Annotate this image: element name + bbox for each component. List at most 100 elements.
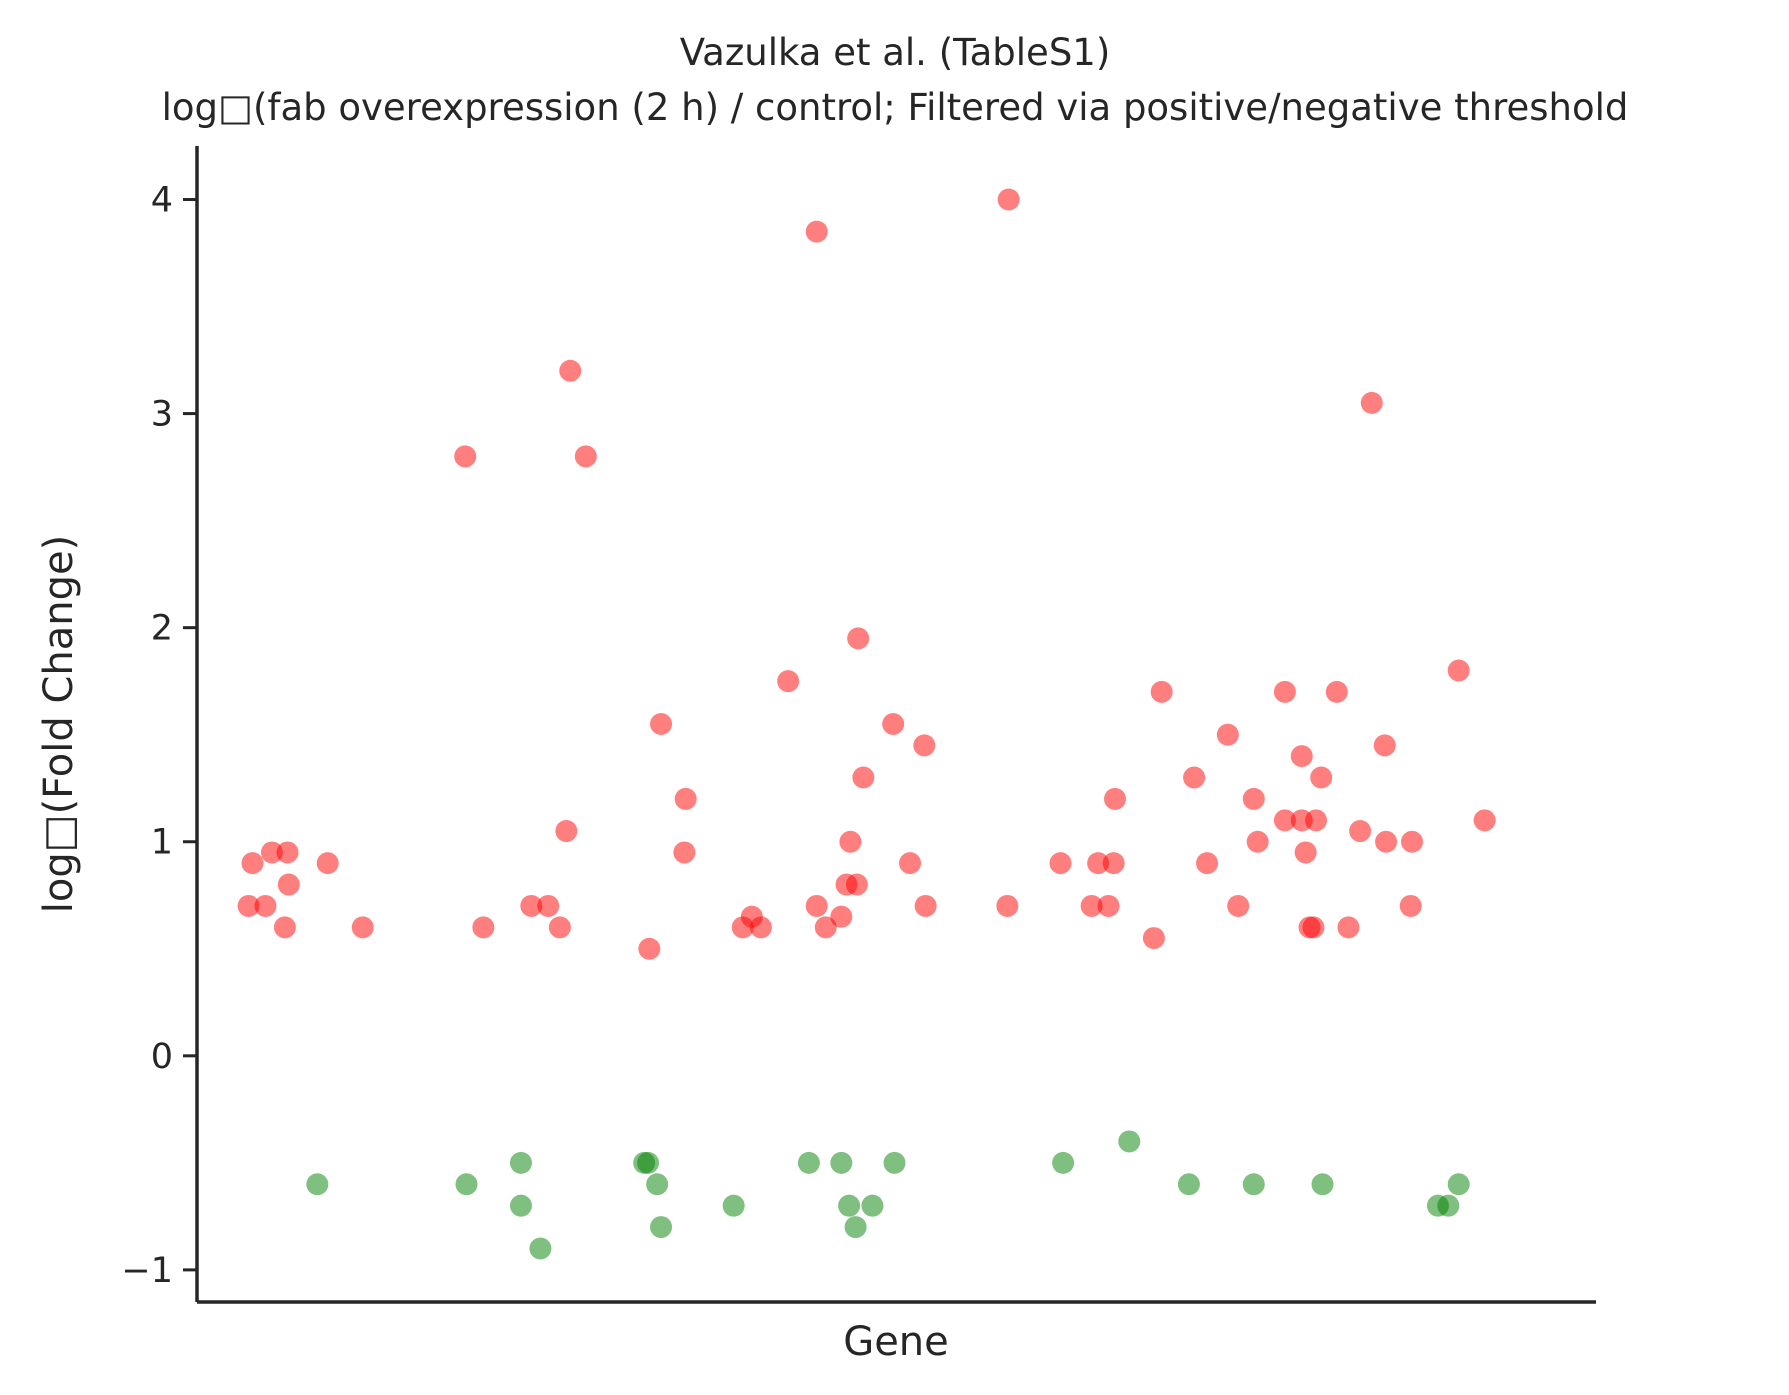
y-tick-label: 4 <box>151 181 173 221</box>
data-point-up <box>1302 916 1325 939</box>
data-point-up <box>1294 841 1317 864</box>
data-point-up <box>237 894 260 917</box>
data-point-up <box>1080 894 1103 917</box>
data-point-down <box>838 1194 861 1217</box>
data-point-up <box>1373 734 1396 757</box>
data-point-down <box>650 1216 673 1239</box>
data-point-up <box>1246 830 1269 853</box>
data-point-up <box>1305 809 1328 832</box>
data-point-up <box>1447 659 1470 682</box>
data-point-up <box>1087 852 1110 875</box>
data-point-up <box>537 894 560 917</box>
data-point-up <box>845 873 868 896</box>
data-point-up <box>472 916 495 939</box>
data-point-up <box>1273 809 1296 832</box>
data-point-up <box>1310 766 1333 789</box>
data-point-up <box>454 445 477 468</box>
data-point-down <box>830 1151 853 1174</box>
y-tick-label: 0 <box>151 1037 173 1077</box>
data-point-up <box>260 841 283 864</box>
y-tick-label: 3 <box>151 395 173 435</box>
data-point-up <box>276 841 299 864</box>
data-point-down <box>1311 1173 1334 1196</box>
data-point-down <box>1177 1173 1200 1196</box>
data-point-up <box>997 188 1020 211</box>
data-point-up <box>1290 745 1313 768</box>
data-point-down <box>1242 1173 1265 1196</box>
data-point-down <box>637 1151 660 1174</box>
data-point-up <box>852 766 875 789</box>
data-point-up <box>254 894 277 917</box>
data-point-up <box>1273 680 1296 703</box>
y-ticks: −1 0 1 2 3 4 <box>121 181 197 1291</box>
data-point-down <box>529 1237 552 1260</box>
data-point-down <box>722 1194 745 1217</box>
data-point-up <box>913 734 936 757</box>
data-point-up <box>805 220 828 243</box>
x-axis-label: Gene <box>843 1319 949 1365</box>
y-tick-label: −1 <box>121 1251 173 1291</box>
data-point-up <box>1097 894 1120 917</box>
data-point-up <box>1242 787 1265 810</box>
data-point-up <box>1150 680 1173 703</box>
data-point-up <box>1049 852 1072 875</box>
data-point-up <box>638 937 661 960</box>
data-point-up <box>830 905 853 928</box>
data-point-down <box>797 1151 820 1174</box>
data-point-up <box>1196 852 1219 875</box>
data-point-up <box>777 670 800 693</box>
data-point-down <box>1118 1130 1141 1153</box>
data-point-up <box>1473 809 1496 832</box>
data-point-up <box>574 445 597 468</box>
data-point-up <box>277 873 300 896</box>
data-point-down <box>1447 1173 1470 1196</box>
data-point-up <box>351 916 374 939</box>
data-point-up <box>555 820 578 843</box>
data-point-up <box>316 852 339 875</box>
y-axis-label: log□(Fold Change) <box>36 535 82 913</box>
data-point-up <box>673 841 696 864</box>
data-point-up <box>674 787 697 810</box>
data-point-up <box>1227 894 1250 917</box>
data-point-up <box>996 894 1019 917</box>
data-point-up <box>520 894 543 917</box>
data-point-up <box>1325 680 1348 703</box>
data-point-up <box>899 852 922 875</box>
data-point-down <box>646 1173 669 1196</box>
data-point-up <box>1349 820 1372 843</box>
chart-subtitle: log□(fab overexpression (2 h) / control;… <box>162 86 1629 129</box>
data-point-down <box>1437 1194 1460 1217</box>
y-tick-label: 2 <box>151 609 173 649</box>
data-point-up <box>273 916 296 939</box>
data-point-up <box>650 713 673 735</box>
data-point-up <box>1216 723 1239 746</box>
data-point-up <box>1337 916 1360 939</box>
chart-title: Vazulka et al. (TableS1) <box>680 31 1111 74</box>
data-points <box>237 188 1496 1260</box>
data-point-up <box>882 713 905 735</box>
data-point-up <box>241 852 264 875</box>
data-point-down <box>844 1216 867 1239</box>
data-point-up <box>1375 830 1398 853</box>
data-point-down <box>509 1151 532 1174</box>
data-point-up <box>1183 766 1206 789</box>
data-point-up <box>1360 391 1383 414</box>
data-point-up <box>914 894 937 917</box>
data-point-up <box>1399 894 1422 917</box>
data-point-down <box>1052 1151 1075 1174</box>
data-point-up <box>839 830 862 853</box>
data-point-up <box>1142 927 1165 950</box>
data-point-down <box>306 1173 329 1196</box>
data-point-down <box>455 1173 478 1196</box>
data-point-up <box>548 916 571 939</box>
data-point-up <box>749 916 772 939</box>
data-point-down <box>883 1151 906 1174</box>
data-point-up <box>814 916 837 939</box>
data-point-up <box>1102 852 1125 875</box>
data-point-down <box>861 1194 884 1217</box>
data-point-down <box>509 1194 532 1217</box>
data-point-up <box>1103 787 1126 810</box>
data-point-up <box>847 627 870 650</box>
data-point-up <box>559 359 582 382</box>
